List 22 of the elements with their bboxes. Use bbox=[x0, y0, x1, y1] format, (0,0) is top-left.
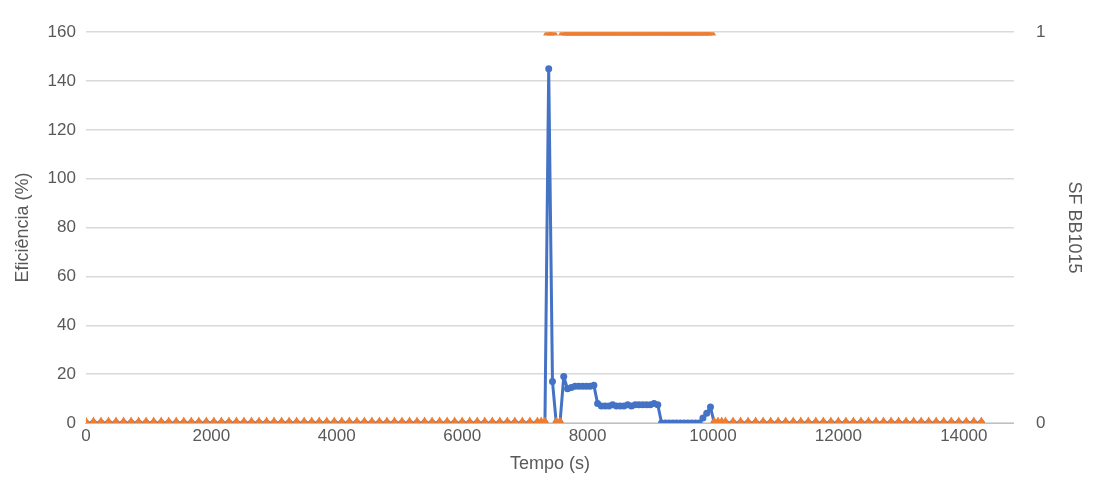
y-tick-label: 20 bbox=[57, 363, 76, 383]
y2-tick-label: 1 bbox=[1035, 21, 1046, 41]
x-tick-label: 4000 bbox=[317, 425, 356, 445]
x-tick-label: 6000 bbox=[443, 425, 482, 445]
y-tick-label: 60 bbox=[57, 266, 76, 286]
y-tick-label: 160 bbox=[47, 21, 76, 41]
y-tick-label: 140 bbox=[47, 70, 76, 90]
y-axis-title: Eficiência (%) bbox=[11, 172, 32, 283]
x-tick-label: 2000 bbox=[192, 425, 231, 445]
x-tick-label: 0 bbox=[81, 425, 91, 445]
x-tick-label: 12000 bbox=[814, 425, 863, 445]
y-tick-label: 100 bbox=[47, 168, 76, 188]
y2-axis-title: SF BB1015 bbox=[1065, 181, 1086, 274]
x-tick-label: 14000 bbox=[940, 425, 988, 445]
x-tick-label: 8000 bbox=[568, 425, 607, 445]
x-tick-label: 10000 bbox=[689, 425, 737, 445]
y-tick-label: 120 bbox=[47, 119, 76, 139]
y-tick-label: 0 bbox=[66, 412, 76, 432]
x-axis-title: Tempo (s) bbox=[509, 453, 590, 474]
y-tick-label: 80 bbox=[57, 217, 76, 237]
y2-tick-label: 0 bbox=[1035, 412, 1046, 432]
y-tick-label: 40 bbox=[57, 314, 76, 334]
